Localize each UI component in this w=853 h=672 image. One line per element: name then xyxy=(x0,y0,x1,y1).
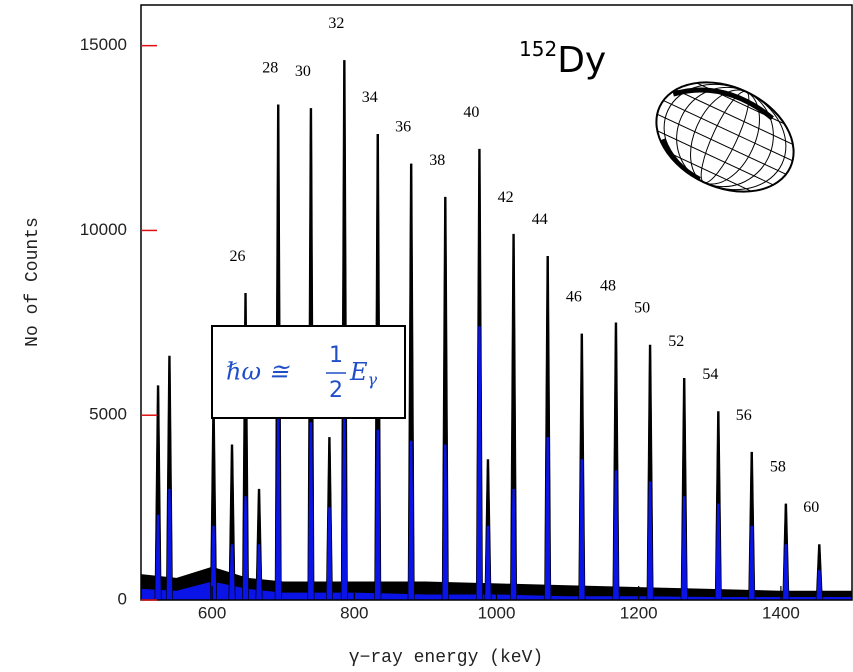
y-tick-label: 0 xyxy=(118,589,127,608)
element-symbol: Dy xyxy=(557,40,606,81)
y-tick-label: 5000 xyxy=(89,405,127,424)
spin-label: 46 xyxy=(566,289,582,306)
formula-numerator: 1 xyxy=(329,343,343,368)
x-tick-label: 1200 xyxy=(620,603,658,622)
spin-label: 60 xyxy=(803,499,819,516)
spin-label: 28 xyxy=(262,59,278,76)
formula-box: ℏω ≅ 1 2 Eγ xyxy=(211,325,406,419)
spin-label: 50 xyxy=(634,300,650,317)
energy-subscript: γ xyxy=(368,370,378,389)
spin-label: 26 xyxy=(230,248,246,265)
y-axis-label: No of Counts xyxy=(23,217,43,347)
spin-label: 56 xyxy=(736,407,752,424)
spin-label: 30 xyxy=(295,63,311,80)
formula-denominator: 2 xyxy=(329,378,343,403)
nucleus-label: 152Dy xyxy=(519,37,606,82)
spin-label: 40 xyxy=(463,104,479,121)
spin-label: 36 xyxy=(395,119,411,136)
y-tick-label: 10000 xyxy=(80,220,127,239)
spin-label: 34 xyxy=(362,89,378,106)
formula-lhs: ℏω ≅ xyxy=(226,358,291,386)
x-tick-label: 600 xyxy=(198,603,226,622)
spin-label: 32 xyxy=(328,15,344,32)
x-tick-label: 1400 xyxy=(762,603,800,622)
formula-frame xyxy=(211,325,406,419)
spin-label: 42 xyxy=(498,189,514,206)
x-tick-label: 1000 xyxy=(478,603,516,622)
x-tick-label: 800 xyxy=(340,603,368,622)
mass-number: 152 xyxy=(519,37,557,61)
spin-label: 52 xyxy=(668,333,684,350)
spin-label: 48 xyxy=(600,277,616,294)
formula-energy: Eγ xyxy=(349,358,378,389)
spin-label: 54 xyxy=(702,366,718,383)
background-area xyxy=(141,566,852,600)
y-tick-label: 15000 xyxy=(80,35,127,54)
x-axis-label: γ−ray energy (keV) xyxy=(349,648,543,668)
background-area xyxy=(141,581,852,600)
energy-symbol: E xyxy=(349,358,368,386)
spin-label: 58 xyxy=(770,459,786,476)
ellipsoid-icon xyxy=(640,71,809,204)
spin-label: 38 xyxy=(429,152,445,169)
spin-label: 44 xyxy=(532,211,548,228)
